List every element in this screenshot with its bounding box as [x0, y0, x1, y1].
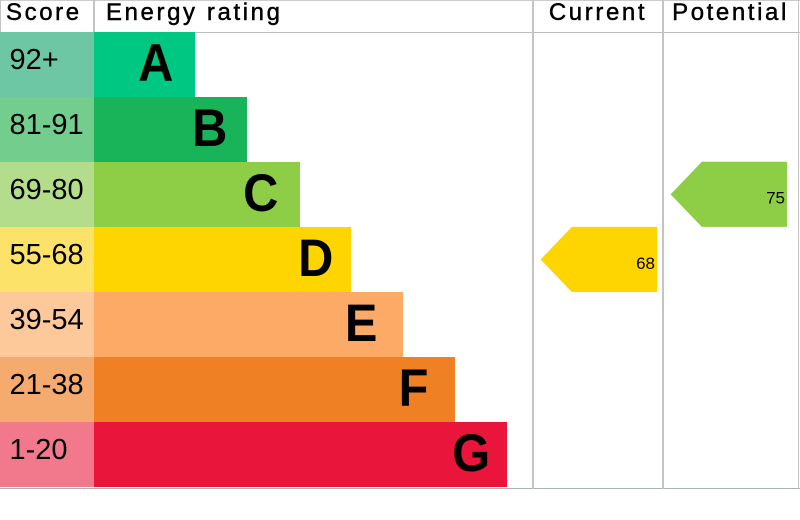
svg-text:68: 68	[636, 254, 655, 273]
svg-text:75: 75	[766, 188, 785, 207]
